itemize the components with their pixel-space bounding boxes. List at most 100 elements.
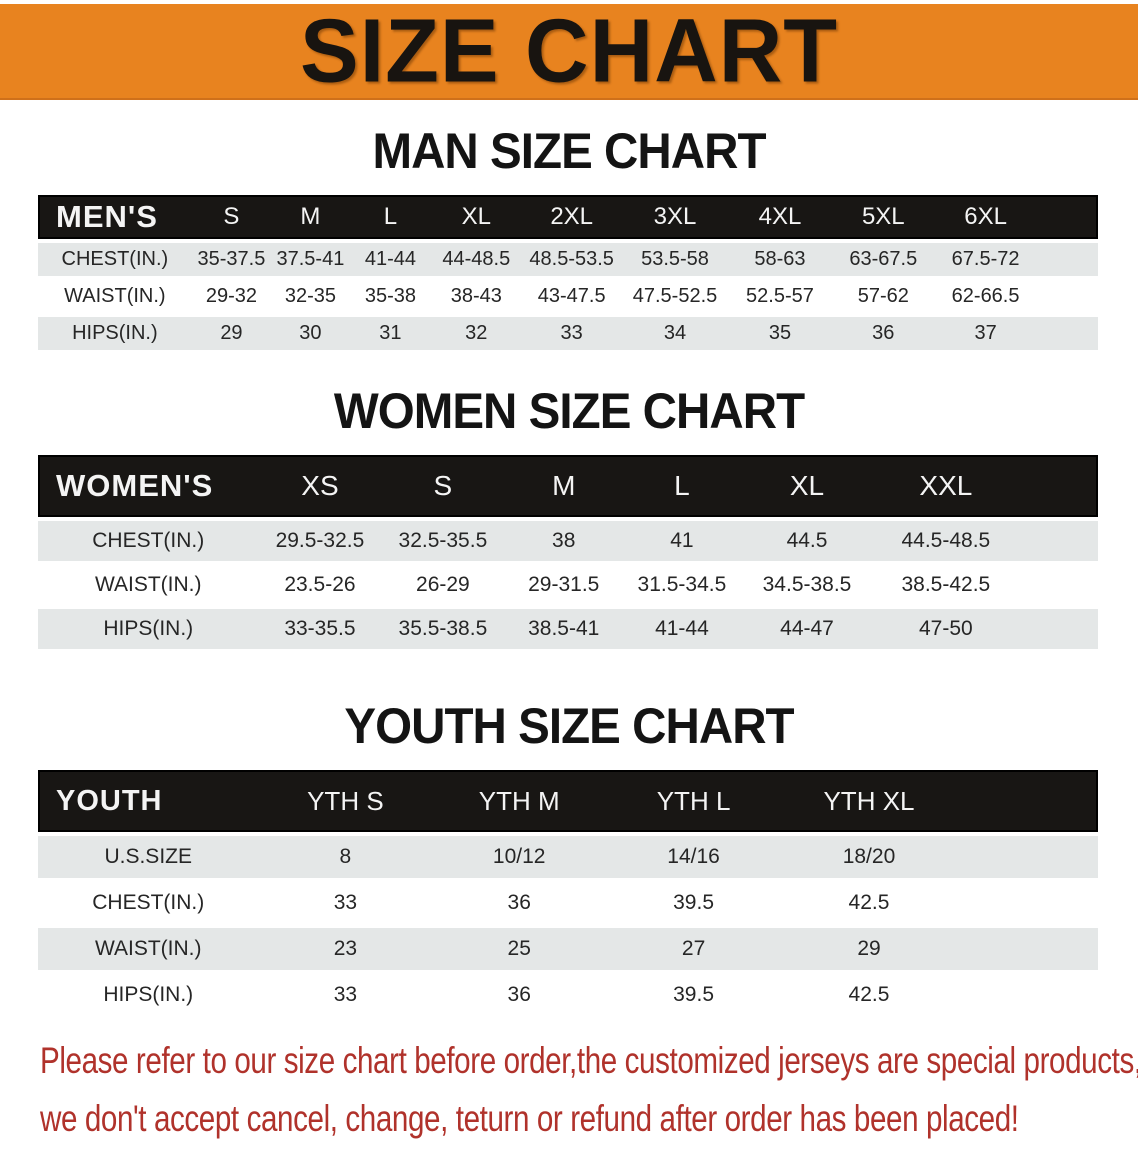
size-value: 25 [432,928,607,970]
size-value: 41-44 [623,609,741,649]
size-value: 38.5-42.5 [873,565,1019,605]
size-column-header: S [381,455,505,517]
size-value: 34.5-38.5 [740,565,874,605]
size-value: 42.5 [781,974,957,1016]
size-value: 30 [271,317,350,350]
size-value: 44-47 [740,609,874,649]
table-title-cell: YOUTH [38,770,259,832]
measurement-row: CHEST(IN.) 29.5-32.5 32.5-35.5 38 41 44.5 44.5… [38,521,1098,561]
size-value: 43-47.5 [521,280,623,313]
measurement-row: HIPS(IN.) 33 36 39.5 42.5 [38,974,1098,1016]
size-value: 48.5-53.5 [521,243,623,276]
size-value: 31.5-34.5 [623,565,741,605]
row-spacer [1018,565,1098,605]
row-label: WAIST(IN.) [38,565,259,605]
size-column-header: 3XL [622,195,729,239]
size-value: 32-35 [271,280,350,313]
size-value: 35 [728,317,832,350]
size-value: 33 [258,974,433,1016]
size-column-header: XS [258,455,382,517]
size-value: 41 [623,521,741,561]
row-spacer [1018,521,1098,561]
size-value: 29 [191,317,272,350]
size-value: 36 [432,882,607,924]
row-spacer [1036,317,1098,350]
size-value: 38.5-41 [504,609,624,649]
size-value: 39.5 [606,974,782,1016]
size-value: 14/16 [606,836,782,878]
size-column-header: 4XL [728,195,832,239]
row-spacer [956,928,1098,970]
size-value: 52.5-57 [728,280,832,313]
banner: SIZE CHART [0,4,1138,100]
measurement-row: U.S.SIZE 8 10/12 14/16 18/20 [38,836,1098,878]
size-column-header: YTH S [258,770,433,832]
size-value: 67.5-72 [934,243,1037,276]
size-value: 10/12 [432,836,607,878]
size-value: 29.5-32.5 [258,521,382,561]
size-table-header-row: WOMEN'S XS S M L XL XXL [38,455,1098,517]
row-spacer [1018,609,1098,649]
size-column-header: XXL [873,455,1019,517]
size-value: 34 [622,317,729,350]
row-label: HIPS(IN.) [38,609,259,649]
size-value: 38 [504,521,624,561]
disclaimer: Please refer to our size chart before or… [40,1036,1138,1152]
men-size-table: MEN'S S M L XL 2XL 3XL 4XL 5XL 6XL CHEST(IN.) 35-37… [38,191,1098,354]
size-chart-page: SIZE CHART MAN SIZE CHART MEN'S S M L XL 2XL 3… [0,4,1138,1152]
row-label: WAIST(IN.) [38,280,192,313]
row-spacer [1036,280,1098,313]
size-value: 44.5 [740,521,874,561]
women-size-table: WOMEN'S XS S M L XL XXL CHEST(IN.) 29.5-32.5 32.5… [38,451,1098,653]
size-value: 62-66.5 [934,280,1037,313]
measurement-row: CHEST(IN.) 35-37.5 37.5-41 41-44 44-48.5 48.5… [38,243,1098,276]
size-value: 44-48.5 [431,243,522,276]
size-value: 36 [432,974,607,1016]
measurement-row: WAIST(IN.) 23.5-26 26-29 29-31.5 31.5-34.5 34… [38,565,1098,605]
row-label: WAIST(IN.) [38,928,259,970]
size-value: 35.5-38.5 [381,609,505,649]
row-label: HIPS(IN.) [38,974,259,1016]
size-value: 57-62 [831,280,935,313]
row-label: CHEST(IN.) [38,521,259,561]
table-title-cell: WOMEN'S [38,455,259,517]
size-column-header: XL [740,455,874,517]
size-value: 39.5 [606,882,782,924]
size-value: 37.5-41 [271,243,350,276]
size-value: 53.5-58 [622,243,729,276]
measurement-row: HIPS(IN.) 33-35.5 35.5-38.5 38.5-41 41-44 44-… [38,609,1098,649]
size-value: 35-38 [349,280,432,313]
size-column-header: M [504,455,624,517]
row-label: CHEST(IN.) [38,882,259,924]
youth-size-table: YOUTH YTH S YTH M YTH L YTH XL U.S.SIZE 8 10/12… [38,766,1098,1020]
size-column-header: XL [431,195,522,239]
size-value: 38-43 [431,280,522,313]
size-value: 32.5-35.5 [381,521,505,561]
section-men: MAN SIZE CHART MEN'S S M L XL 2XL 3XL 4XL 5XL 6XL… [0,124,1138,354]
header-spacer [1036,195,1098,239]
size-value: 47.5-52.5 [622,280,729,313]
size-column-header: 5XL [831,195,935,239]
section-women: WOMEN SIZE CHART WOMEN'S XS S M L XL XXL CHEST(… [0,384,1138,653]
measurement-row: WAIST(IN.) 23 25 27 29 [38,928,1098,970]
youth-section-heading: YOUTH SIZE CHART [344,698,794,754]
size-value: 32 [431,317,522,350]
size-value: 37 [934,317,1037,350]
size-value: 42.5 [781,882,957,924]
size-value: 36 [831,317,935,350]
measurement-row: HIPS(IN.) 29 30 31 32 33 34 35 36 37 [38,317,1098,350]
size-column-header: L [349,195,432,239]
size-value: 41-44 [349,243,432,276]
row-label: CHEST(IN.) [38,243,192,276]
size-column-header: YTH L [606,770,782,832]
table-title-cell: MEN'S [38,195,192,239]
size-column-header: 2XL [521,195,623,239]
size-column-header: 6XL [934,195,1037,239]
size-column-header: S [191,195,272,239]
women-section-heading: WOMEN SIZE CHART [333,383,805,439]
size-table-header-row: MEN'S S M L XL 2XL 3XL 4XL 5XL 6XL [38,195,1098,239]
size-value: 33-35.5 [258,609,382,649]
size-value: 44.5-48.5 [873,521,1019,561]
section-youth: YOUTH SIZE CHART YOUTH YTH S YTH M YTH L YTH… [0,699,1138,1020]
row-label: HIPS(IN.) [38,317,192,350]
